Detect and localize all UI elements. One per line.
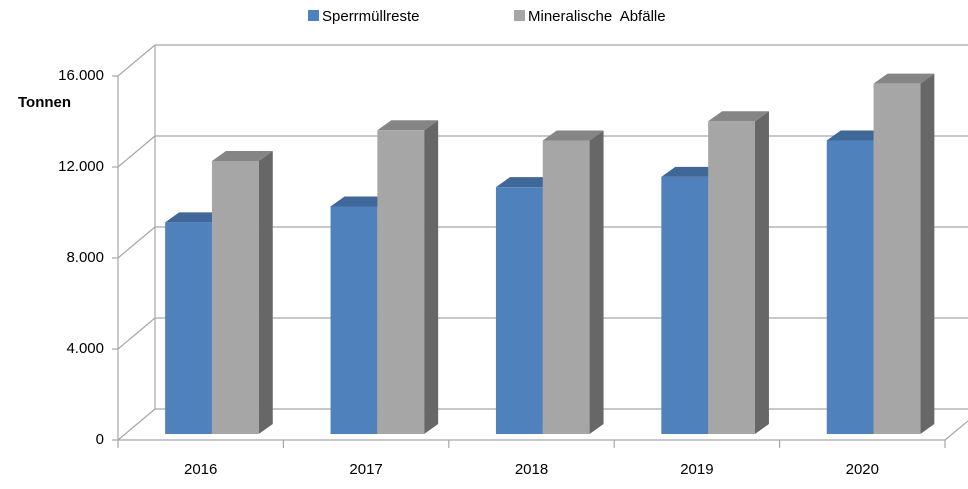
bar	[873, 83, 921, 435]
y-tick-label: 4.000	[66, 340, 104, 357]
bar	[826, 140, 874, 434]
bar-top	[873, 73, 935, 84]
bar-side	[258, 151, 273, 434]
bar	[330, 206, 378, 434]
bar-top	[377, 120, 439, 131]
bar	[495, 187, 543, 434]
legend-label: Sperrmüllreste	[322, 8, 420, 25]
y-tick-label: 12.000	[58, 158, 104, 175]
bar-top	[661, 166, 723, 177]
bar-side	[589, 130, 604, 434]
bar-side	[754, 111, 769, 434]
bar	[377, 130, 425, 434]
bar-top	[708, 111, 769, 122]
y-tick-label: 0	[96, 431, 104, 448]
legend-swatch	[514, 10, 525, 21]
x-tick-label: 2019	[680, 461, 713, 478]
bar	[661, 176, 709, 435]
y-axis-label: Tonnen	[18, 94, 71, 111]
grid-line	[117, 317, 156, 350]
floor-edge	[944, 420, 968, 441]
x-tick-label: 2016	[184, 461, 217, 478]
bar-top	[826, 130, 888, 141]
y-tick-label: 8.000	[66, 249, 104, 266]
bar-side	[424, 120, 439, 434]
bar-top	[211, 151, 273, 161]
bar	[542, 140, 590, 434]
bar-top	[165, 212, 226, 223]
bar-top	[542, 130, 604, 141]
x-tick-label: 2018	[515, 461, 548, 478]
legend-label: Mineralische Abfälle	[528, 8, 666, 25]
bar	[211, 161, 259, 434]
bar-top	[330, 196, 392, 207]
x-tick-label: 2020	[846, 461, 879, 478]
legend-swatch	[308, 10, 319, 21]
bar-side	[920, 73, 935, 435]
grid-line	[117, 135, 156, 168]
grid-line	[117, 226, 156, 259]
bar-top	[495, 177, 557, 188]
y-tick-label: 16.000	[58, 67, 104, 84]
x-tick-label: 2017	[349, 461, 382, 478]
bar	[165, 222, 212, 434]
bar	[708, 121, 755, 434]
grid-line	[117, 44, 156, 77]
grid-line	[117, 408, 156, 441]
